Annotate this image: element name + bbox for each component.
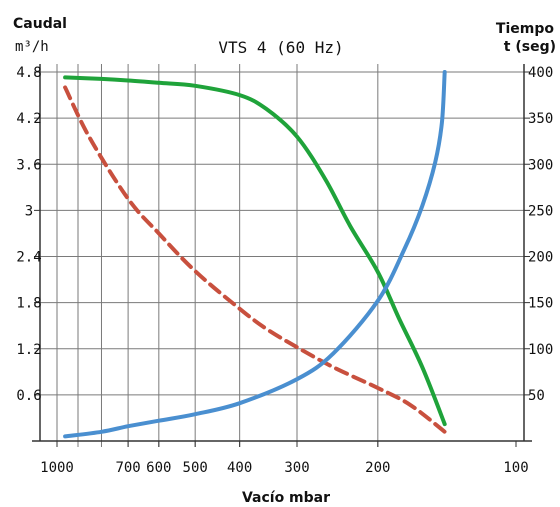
right-tick-label: 250 [528, 203, 553, 219]
right-tick-label: 150 [528, 296, 553, 312]
x-tick-label: 400 [227, 460, 252, 476]
x-tick-label: 300 [284, 460, 309, 476]
x-tick-label: 500 [183, 460, 208, 476]
left-axis-title: Caudal [13, 16, 67, 32]
left-tick-label: 1.8 [16, 296, 41, 312]
x-tick-label: 1000 [40, 460, 74, 476]
flow-curve-red-dashed [63, 85, 447, 434]
chart-title: VTS 4 (60 Hz) [218, 38, 343, 57]
left-tick-label: 3.6 [16, 157, 41, 173]
time-curve-blue [63, 70, 447, 439]
flow-curve-green [63, 75, 447, 427]
x-tick-label: 100 [503, 460, 528, 476]
left-tick-label: 3 [25, 203, 33, 219]
x-tick-label: 200 [365, 460, 390, 476]
right-axis-title: Tiempo [496, 21, 554, 37]
x-tick-label: 700 [115, 460, 140, 476]
right-tick-label: 400 [528, 65, 553, 81]
chart-grid [40, 64, 524, 447]
right-axis-unit: t (seg) [504, 39, 556, 55]
x-tick-label: 600 [146, 460, 171, 476]
left-tick-label: 4.2 [16, 111, 41, 127]
left-axis-unit: m³/h [15, 39, 49, 55]
left-tick-label: 2.4 [16, 250, 41, 266]
left-tick-label: 1.2 [16, 342, 41, 358]
chart-tick-labels: 1000 700 600 500 400 300 200 100 0.6 1.2 1.8 2.4 3 3.… [16, 65, 553, 476]
chart-axes [32, 64, 532, 447]
left-tick-label: 0.6 [16, 388, 41, 404]
right-tick-label: 50 [528, 388, 545, 404]
right-tick-label: 100 [528, 342, 553, 358]
right-tick-label: 200 [528, 250, 553, 266]
x-axis-title: Vacío mbar [242, 490, 330, 506]
right-tick-label: 350 [528, 111, 553, 127]
chart-series [63, 70, 447, 439]
right-tick-label: 300 [528, 157, 553, 173]
left-tick-label: 4.8 [16, 65, 41, 81]
